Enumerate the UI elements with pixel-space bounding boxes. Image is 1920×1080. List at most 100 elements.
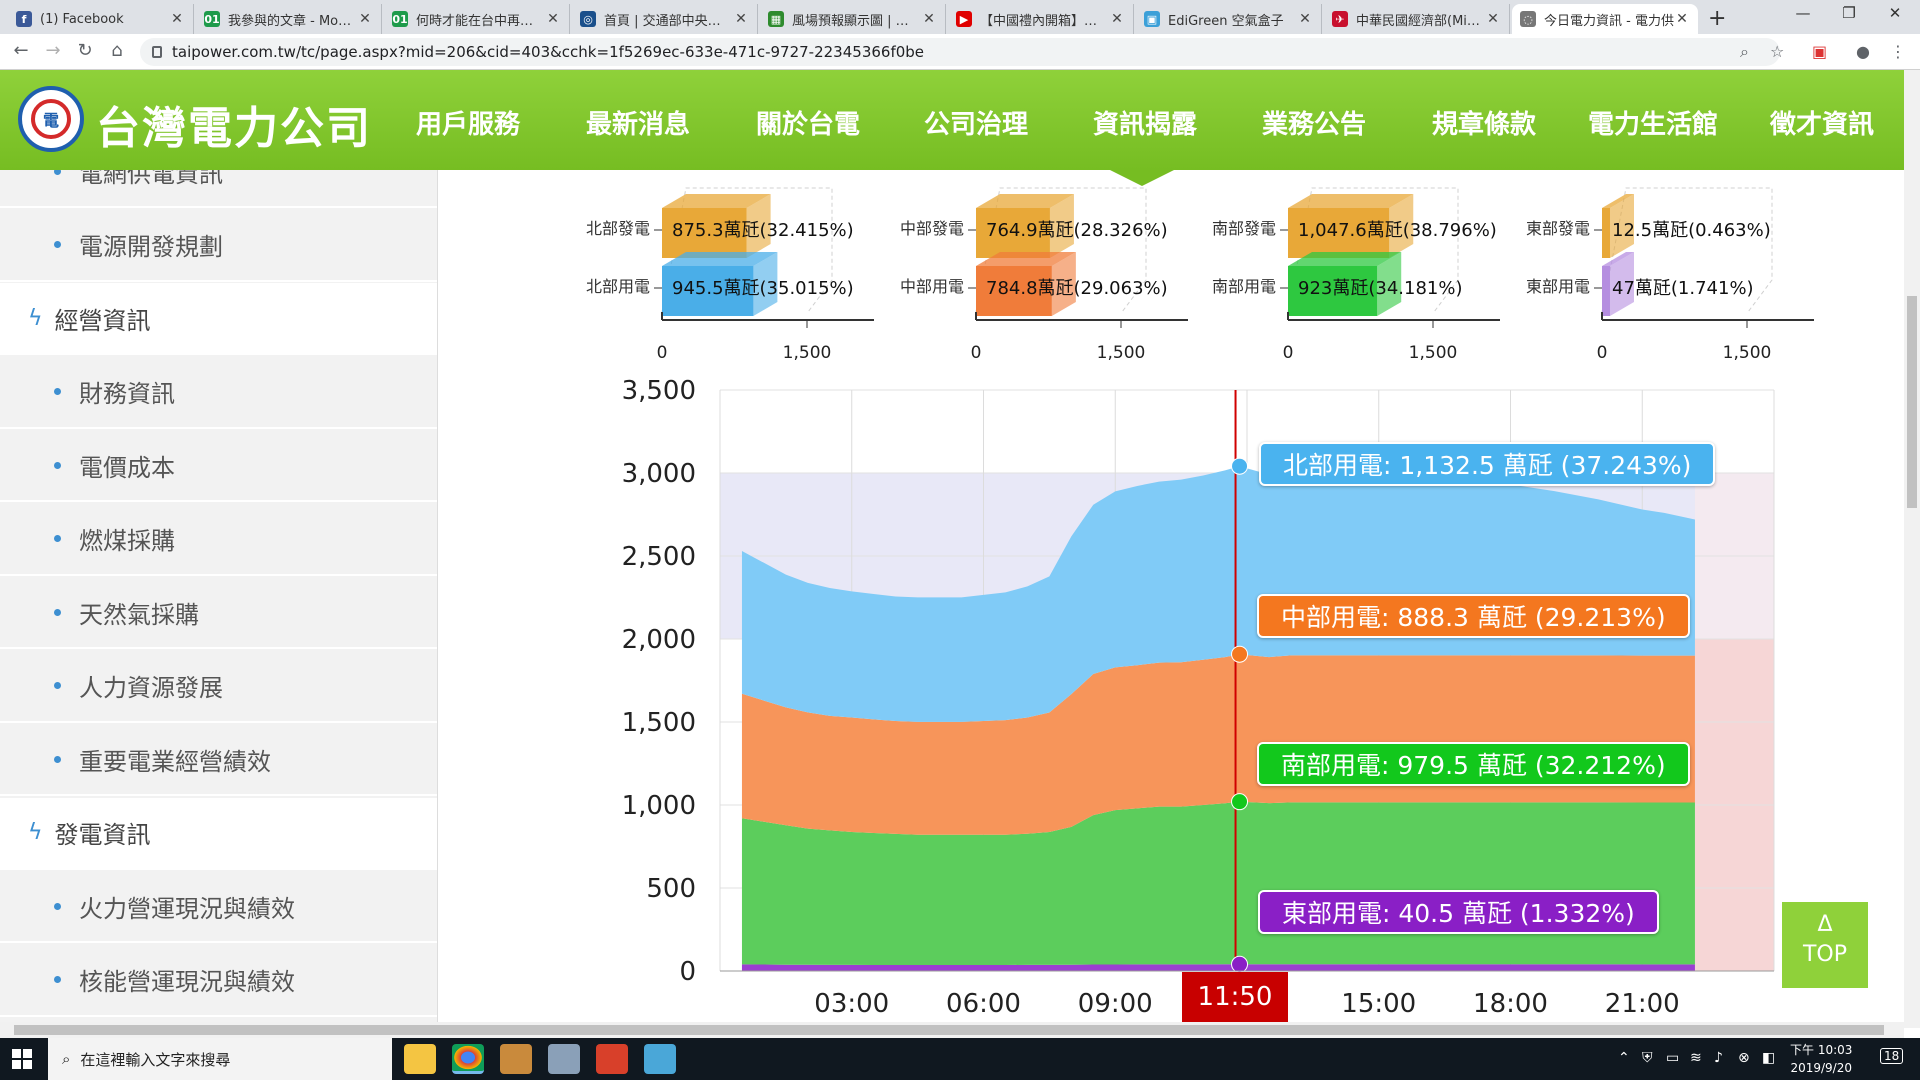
- bullet-icon: [54, 170, 61, 175]
- lightning-icon: ϟ: [28, 820, 43, 845]
- bar-side: [1610, 194, 1634, 258]
- y-tick-label: 2,000: [622, 625, 696, 655]
- sidebar-item[interactable]: 人力資源發展: [0, 650, 437, 723]
- main-menu-item[interactable]: 規章條款: [1432, 110, 1537, 140]
- active-menu-indicator: [1110, 170, 1174, 186]
- close-tab-icon[interactable]: ✕: [735, 11, 747, 27]
- browser-tab[interactable]: ◌ 今日電力資訊 - 電力供 ✕: [1512, 4, 1698, 34]
- y-tick-label: 3,000: [622, 459, 696, 489]
- new-tab-button[interactable]: +: [1708, 6, 1727, 31]
- sidebar-item[interactable]: 重要電業經營績效: [0, 724, 437, 796]
- tray-ime-icon[interactable]: ◧: [1762, 1050, 1776, 1066]
- sidebar-item[interactable]: 電價成本: [0, 430, 437, 502]
- taskbar-clock[interactable]: 下午 10:03 2019/9/20: [1790, 1041, 1852, 1077]
- bar-category-label: 中部用電: [900, 277, 964, 296]
- back-to-top-button[interactable]: Δ TOP: [1782, 902, 1868, 988]
- home-button[interactable]: ⌂: [111, 40, 123, 61]
- sidebar-category[interactable]: ϟ 發電資訊: [0, 797, 437, 870]
- chrome-icon[interactable]: [452, 1044, 484, 1074]
- bar-top: [662, 252, 778, 266]
- tray-battery-icon[interactable]: ▭: [1666, 1050, 1680, 1066]
- close-tab-icon[interactable]: ✕: [923, 11, 935, 27]
- windows-start-icon[interactable]: [12, 1049, 32, 1069]
- tray-wifi-icon[interactable]: ≋: [1690, 1050, 1702, 1066]
- horizontal-scrollbar[interactable]: [0, 1022, 1904, 1038]
- paint-app-icon[interactable]: [500, 1044, 532, 1074]
- tray-volume-icon[interactable]: ♪: [1714, 1050, 1723, 1066]
- taipower-logo[interactable]: 電: [18, 86, 84, 152]
- sidebar-item[interactable]: 核能營運現況與績效: [0, 944, 437, 1017]
- browser-tab[interactable]: ◎ 首頁 | 交通部中央氣象局 ✕: [572, 4, 758, 34]
- main-menu-item[interactable]: 電力生活館: [1588, 110, 1719, 140]
- browser-tab[interactable]: f (1) Facebook ✕: [8, 4, 194, 34]
- profile-avatar[interactable]: ●: [1856, 42, 1870, 61]
- sidebar-category[interactable]: ϟ 經營資訊: [0, 283, 437, 355]
- x-tick-label: 09:00: [1078, 989, 1153, 1019]
- sidebar-item[interactable]: 電網供電資訊: [0, 170, 437, 208]
- browser-tab[interactable]: 01 我參與的文章 - Mobile01✕: [196, 4, 382, 34]
- browser-tab[interactable]: ▦ 風場預報顯示圖 | 交通部 ✕: [760, 4, 946, 34]
- sidebar-item[interactable]: 電源開發規劃: [0, 209, 437, 282]
- url-field[interactable]: taipower.com.tw/tc/page.aspx?mid=206&cid…: [140, 38, 1780, 66]
- close-tab-icon[interactable]: ✕: [547, 11, 559, 27]
- browser-tab[interactable]: ✈ 中華民國經濟部(Ministry✕: [1324, 4, 1510, 34]
- series-tooltip: 東部用電: 40.5 萬瓩 (1.332%): [1258, 890, 1659, 934]
- area-series: [741, 466, 1695, 722]
- notification-badge[interactable]: 18: [1880, 1048, 1904, 1064]
- tray-close-icon[interactable]: ⊗: [1738, 1050, 1750, 1066]
- browser-tab[interactable]: 01 何時才能在台中再看到 ✕: [384, 4, 570, 34]
- app-icon-blue[interactable]: [644, 1044, 676, 1074]
- file-explorer-icon[interactable]: [404, 1044, 436, 1074]
- main-menu-item[interactable]: 用戶服務: [416, 110, 521, 140]
- app-icon-red[interactable]: [596, 1044, 628, 1074]
- close-tab-icon[interactable]: ✕: [1111, 11, 1123, 27]
- region-bar-panel: 南部發電 1,047.6萬瓩(38.796%) 南部用電 923萬瓩(34.181%)…: [1212, 187, 1500, 363]
- extension-icon[interactable]: ▣: [1812, 42, 1828, 61]
- bar-side: [753, 252, 778, 316]
- back-button[interactable]: ←: [13, 40, 29, 61]
- tray-chevron-icon[interactable]: ⌃: [1618, 1050, 1630, 1066]
- main-menu-item[interactable]: 資訊揭露: [1093, 110, 1198, 140]
- browser-tab[interactable]: ▣ EdiGreen 空氣盒子 ✕: [1136, 4, 1322, 34]
- site-header: 電 台灣電力公司 用戶服務 最新消息 關於台電 公司治理 資訊揭露 業務公告 規章條款 電力生…: [0, 70, 1904, 170]
- vertical-scrollbar[interactable]: [1904, 70, 1920, 1028]
- edigreen-icon: ▣: [1144, 11, 1160, 27]
- sidebar-item[interactable]: 財務資訊: [0, 356, 437, 429]
- browser-menu-icon[interactable]: ⋮: [1890, 42, 1906, 61]
- app-icon[interactable]: [548, 1044, 580, 1074]
- taskbar-search-box[interactable]: ⌕ 在這裡輸入文字來搜尋: [48, 1038, 392, 1080]
- browser-tab[interactable]: ▶ 【中國禮內開箱】台電 ✕: [948, 4, 1134, 34]
- bar-side: [1049, 194, 1074, 258]
- minimize-button[interactable]: —: [1795, 4, 1811, 22]
- bullet-icon: [54, 755, 61, 763]
- mobile01-icon: 01: [392, 11, 408, 27]
- main-menu-item[interactable]: 關於台電: [756, 110, 861, 140]
- sidebar-label: 發電資訊: [54, 821, 151, 849]
- sidebar-item[interactable]: 燃煤採購: [0, 503, 437, 576]
- close-tab-icon[interactable]: ✕: [1299, 11, 1311, 27]
- close-tab-icon[interactable]: ✕: [1676, 11, 1688, 27]
- tray-security-icon[interactable]: ⛨: [1642, 1050, 1653, 1066]
- sidebar-item[interactable]: 火力營運現況與績效: [0, 871, 437, 943]
- main-menu-item[interactable]: 業務公告: [1262, 110, 1367, 140]
- clock-time: 下午 10:03: [1790, 1043, 1853, 1057]
- bar-top: [1602, 252, 1634, 266]
- zoom-icon[interactable]: ⌕: [1740, 42, 1749, 61]
- bar-value-label: 923萬瓩(34.181%): [1298, 278, 1463, 299]
- sidebar-label: 重要電業經營績效: [79, 747, 271, 776]
- bar-top: [1288, 252, 1402, 266]
- sidebar-item[interactable]: 天然氣採購: [0, 577, 437, 649]
- main-menu-item[interactable]: 徵才資訊: [1770, 110, 1875, 140]
- restore-button[interactable]: ❐: [1842, 4, 1856, 22]
- reload-button[interactable]: ↻: [77, 40, 93, 61]
- close-tab-icon[interactable]: ✕: [359, 11, 371, 27]
- main-menu-item[interactable]: 最新消息: [586, 110, 691, 140]
- close-tab-icon[interactable]: ✕: [1487, 11, 1499, 27]
- bullet-icon: [54, 241, 61, 248]
- close-tab-icon[interactable]: ✕: [171, 11, 183, 27]
- close-window-button[interactable]: ✕: [1888, 4, 1902, 22]
- forward-button[interactable]: →: [45, 40, 61, 61]
- bar-top: [662, 194, 771, 208]
- main-menu-item[interactable]: 公司治理: [924, 110, 1029, 140]
- bookmark-star-icon[interactable]: ☆: [1770, 42, 1785, 61]
